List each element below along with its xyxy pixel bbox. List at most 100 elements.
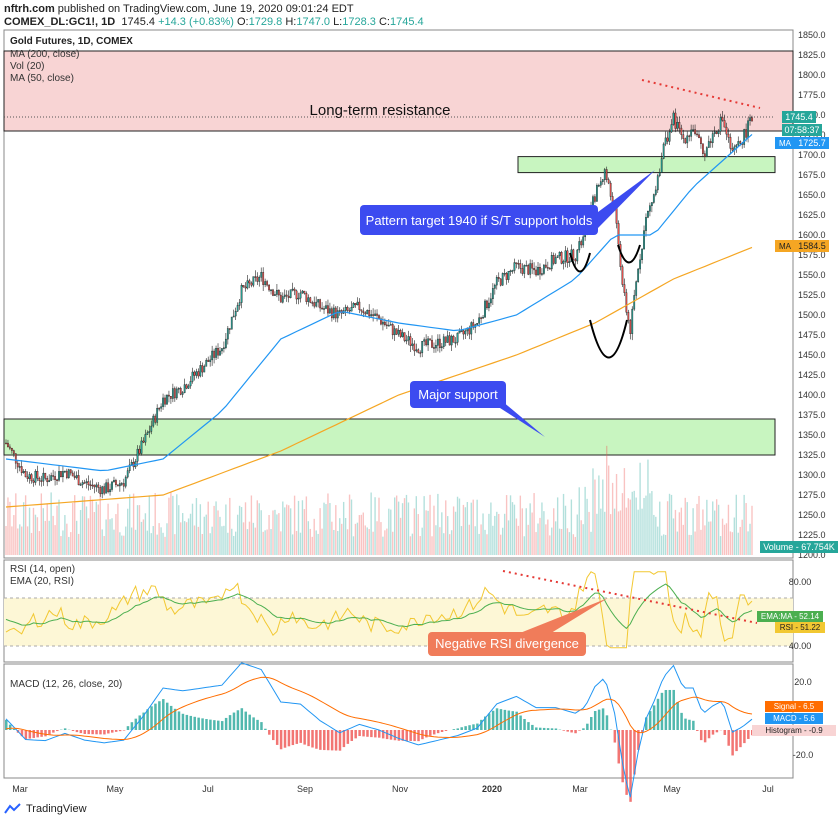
macd-hist-bar bbox=[75, 730, 79, 733]
volume-bar bbox=[191, 503, 194, 555]
candle-body bbox=[597, 185, 600, 187]
candle-body bbox=[703, 153, 706, 157]
volume-bar bbox=[645, 495, 647, 555]
close-value: 1745.4 bbox=[389, 16, 424, 28]
volume-bar bbox=[258, 503, 260, 555]
candle-body bbox=[154, 415, 157, 423]
macd-hist-bar bbox=[181, 713, 185, 730]
volume-bar bbox=[537, 523, 539, 555]
volume-bar bbox=[299, 532, 302, 555]
candle-body bbox=[228, 328, 231, 330]
candle-body bbox=[299, 292, 302, 299]
macd-hist-bar bbox=[417, 730, 420, 742]
volume-bar bbox=[238, 505, 241, 555]
volume-bar bbox=[378, 497, 380, 555]
candle-body bbox=[183, 384, 186, 393]
candle-body bbox=[5, 442, 7, 445]
volume-bar bbox=[335, 505, 337, 555]
volume-bar bbox=[568, 532, 571, 555]
macd-hist-bar bbox=[228, 715, 232, 730]
volume-bar bbox=[329, 503, 331, 555]
volume-bar bbox=[664, 534, 667, 555]
macd-hist-bar bbox=[381, 730, 385, 739]
macd-hist-bar bbox=[621, 730, 624, 783]
time-tick-label: Jul bbox=[202, 784, 214, 794]
resistance-zone bbox=[3, 50, 794, 132]
candle-body bbox=[319, 299, 321, 309]
candle-body bbox=[30, 474, 33, 482]
volume-bar bbox=[127, 508, 129, 555]
volume-bar bbox=[28, 507, 31, 555]
volume-bar bbox=[364, 525, 366, 555]
candle-body bbox=[499, 278, 502, 286]
volume-bar bbox=[431, 536, 433, 555]
macd-hist-bar bbox=[275, 730, 279, 745]
candle-body bbox=[38, 477, 41, 482]
volume-bar bbox=[490, 502, 492, 555]
macd-hist-bar bbox=[590, 717, 593, 730]
volume-bar bbox=[225, 504, 227, 555]
volume-bar bbox=[570, 499, 573, 555]
macd-hist-bar bbox=[366, 730, 369, 737]
volume-bar bbox=[105, 519, 107, 555]
candle-body bbox=[83, 482, 86, 484]
volume-bar bbox=[240, 507, 243, 555]
candle-body bbox=[223, 347, 225, 349]
candle-body bbox=[480, 317, 482, 319]
candle-body bbox=[529, 263, 532, 275]
candle-body bbox=[745, 129, 747, 138]
volume-bar bbox=[372, 531, 374, 555]
candle-body bbox=[637, 268, 640, 282]
candle-body bbox=[240, 285, 243, 303]
macd-hist-bar bbox=[299, 730, 302, 743]
volume-bar bbox=[655, 516, 657, 555]
candle-body bbox=[727, 133, 730, 138]
volume-bar bbox=[7, 497, 9, 555]
candle-body bbox=[252, 276, 255, 286]
volume-bar bbox=[342, 501, 345, 555]
candle-body bbox=[248, 280, 251, 284]
candle-body bbox=[9, 446, 11, 449]
macd-hist-bar bbox=[158, 701, 161, 730]
volume-bar bbox=[272, 510, 274, 555]
volume-bar bbox=[682, 524, 684, 555]
macd-hist-bar bbox=[397, 730, 401, 741]
macd-hist-bar bbox=[593, 711, 597, 730]
candle-body bbox=[382, 321, 384, 325]
macd-hist-bar bbox=[456, 728, 460, 730]
candle-body bbox=[368, 310, 371, 317]
volume-bar bbox=[360, 514, 363, 555]
candle-body bbox=[751, 117, 753, 122]
volume-bar bbox=[714, 510, 716, 555]
candle-body bbox=[136, 448, 139, 462]
head-arc bbox=[589, 319, 628, 359]
volume-bar bbox=[458, 498, 461, 555]
macd-hist-bar bbox=[440, 730, 444, 732]
macd-hist-bar bbox=[142, 712, 145, 730]
candle-body bbox=[122, 483, 125, 487]
candle-body bbox=[423, 339, 426, 342]
volume-bar bbox=[68, 536, 70, 555]
volume-bar bbox=[325, 504, 327, 555]
volume-bar bbox=[686, 502, 688, 555]
macd-hist-bar bbox=[378, 730, 381, 738]
macd-hist-bar bbox=[111, 730, 114, 733]
volume-bar bbox=[274, 509, 276, 555]
candle-body bbox=[258, 277, 261, 282]
signal-line bbox=[5, 676, 753, 740]
volume-bar bbox=[556, 497, 559, 555]
price-tick-label: 1300.0 bbox=[798, 470, 826, 480]
time-tick-label: May bbox=[663, 784, 681, 794]
candle-body bbox=[702, 143, 704, 154]
macd-hist-bar bbox=[264, 728, 267, 730]
volume-bar bbox=[409, 536, 412, 555]
volume-bar bbox=[696, 503, 698, 555]
volume-bar bbox=[456, 496, 459, 555]
volume-bar bbox=[183, 521, 186, 555]
macd-hist-bar bbox=[597, 709, 601, 730]
candle-body bbox=[266, 281, 268, 286]
rsi-divergence-line bbox=[502, 570, 758, 624]
volume-bar bbox=[517, 525, 520, 555]
candle-body bbox=[18, 466, 21, 468]
rsi-ema-title: EMA (20, RSI) bbox=[10, 576, 74, 587]
